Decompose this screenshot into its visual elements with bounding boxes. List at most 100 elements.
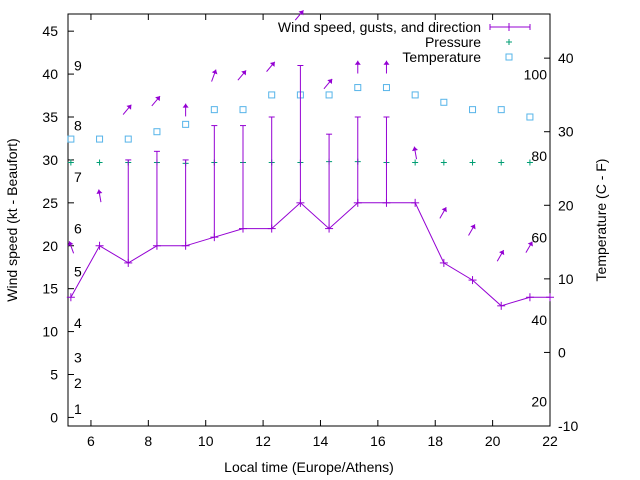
wind-direction-arrow bbox=[96, 189, 103, 203]
fahrenheit-label: 60 bbox=[531, 230, 547, 246]
arrow-head bbox=[155, 96, 161, 102]
wind-direction-arrow bbox=[412, 146, 418, 160]
arrow-head bbox=[211, 69, 218, 75]
y2-axis: -10 0 10 20 30 40 bbox=[544, 50, 578, 434]
arrow-head bbox=[269, 61, 275, 67]
legend-label: Pressure bbox=[425, 34, 481, 50]
y-tick-label: 45 bbox=[42, 23, 58, 39]
x-tick-label: 6 bbox=[87, 433, 95, 449]
plot-frame bbox=[67, 13, 551, 427]
x-tick-label: 20 bbox=[485, 433, 501, 449]
pressure-point bbox=[96, 159, 103, 166]
fahrenheit-label: 20 bbox=[531, 394, 547, 410]
arrow-head bbox=[241, 70, 247, 76]
pressure-point bbox=[440, 159, 447, 166]
wind-direction-arrow bbox=[182, 103, 189, 117]
beaufort-label: 1 bbox=[74, 401, 82, 417]
temperature-point bbox=[382, 84, 390, 92]
x-tick-label: 16 bbox=[370, 433, 386, 449]
arrow-head bbox=[67, 241, 74, 247]
fahrenheit-label: 40 bbox=[531, 312, 547, 328]
beaufort-label: 5 bbox=[74, 264, 82, 280]
legend-label: Wind speed, gusts, and direction bbox=[278, 19, 481, 35]
arrow-head bbox=[182, 103, 189, 108]
y-axis: 0 5 10 15 20 25 30 35 40 45 bbox=[42, 23, 74, 425]
wind-direction-arrow bbox=[354, 60, 361, 74]
temperature-point bbox=[124, 135, 132, 143]
fahrenheit-scale: 20 40 60 80 100 bbox=[524, 66, 548, 409]
pressure-point bbox=[526, 159, 533, 166]
temperature-point bbox=[210, 106, 218, 114]
legend-label: Temperature bbox=[402, 49, 481, 65]
x-tick-label: 12 bbox=[255, 433, 271, 449]
temperature-point bbox=[153, 128, 161, 136]
wind-direction-arrow bbox=[211, 69, 218, 82]
y-axis-label: Wind speed (kt - Beaufort) bbox=[4, 138, 20, 301]
arrow-head bbox=[96, 189, 103, 194]
x-tick-label: 22 bbox=[542, 433, 558, 449]
y2-tick-label: 20 bbox=[558, 197, 574, 213]
y2-tick-label: 40 bbox=[558, 50, 574, 66]
pressure-point bbox=[67, 159, 74, 166]
temperature-point bbox=[354, 84, 362, 92]
wind-direction-arrow bbox=[525, 241, 533, 253]
y2-tick-label: 0 bbox=[558, 344, 566, 360]
arrow-head bbox=[527, 241, 533, 247]
wind-direction-arrow bbox=[151, 95, 161, 107]
beaufort-label: 4 bbox=[74, 315, 82, 331]
y2-tick-label: 10 bbox=[558, 271, 574, 287]
wind-direction-arrow bbox=[237, 70, 247, 81]
arrow-head bbox=[298, 10, 304, 16]
x-tick-label: 18 bbox=[427, 433, 443, 449]
beaufort-scale: 1 2 3 4 5 6 7 8 9 bbox=[74, 58, 82, 417]
plot-marks bbox=[66, 10, 554, 310]
temperature-point bbox=[440, 98, 448, 106]
temperature-point bbox=[325, 91, 333, 99]
fahrenheit-label: 100 bbox=[524, 66, 548, 82]
x-axis: 6 8 10 12 14 16 18 20 22 bbox=[87, 14, 558, 449]
y-tick-label: 20 bbox=[42, 238, 58, 254]
x-tick-label: 10 bbox=[198, 433, 214, 449]
arrow-head bbox=[354, 60, 361, 65]
temperature-point bbox=[497, 106, 505, 114]
y-tick-label: 5 bbox=[50, 367, 58, 383]
temperature-point bbox=[268, 91, 276, 99]
y-tick-label: 25 bbox=[42, 195, 58, 211]
pressure-point bbox=[412, 159, 419, 166]
temperature-point bbox=[526, 113, 534, 121]
y2-axis-label: Temperature (C - F) bbox=[593, 159, 609, 282]
y2-tick-label: 30 bbox=[558, 124, 574, 140]
y-tick-label: 40 bbox=[42, 66, 58, 82]
y-tick-label: 30 bbox=[42, 152, 58, 168]
arrow-head bbox=[470, 224, 476, 230]
wind-direction-arrow bbox=[294, 10, 304, 21]
temperature-point bbox=[182, 120, 190, 128]
pressure-point bbox=[498, 159, 505, 166]
fahrenheit-label: 80 bbox=[531, 148, 547, 164]
wind-direction-arrow bbox=[468, 224, 476, 236]
temperature-point bbox=[67, 135, 75, 143]
beaufort-label: 6 bbox=[74, 221, 82, 237]
wind-direction-arrow bbox=[122, 104, 132, 115]
wind-direction-arrow bbox=[323, 78, 333, 90]
temperature-point bbox=[96, 135, 104, 143]
arrow-head bbox=[412, 146, 418, 152]
x-axis-label: Local time (Europe/Athens) bbox=[224, 459, 394, 475]
arrow-head bbox=[441, 207, 447, 213]
y-tick-label: 0 bbox=[50, 409, 58, 425]
temperature-point bbox=[469, 106, 477, 114]
wind-direction-arrow bbox=[383, 60, 390, 74]
y2-tick-label: -10 bbox=[558, 418, 578, 434]
beaufort-label: 8 bbox=[74, 118, 82, 134]
y-tick-label: 35 bbox=[42, 109, 58, 125]
arrow-head bbox=[126, 104, 132, 110]
y-tick-label: 10 bbox=[42, 324, 58, 340]
wind-direction-arrow bbox=[266, 61, 276, 72]
temperature-point bbox=[411, 91, 419, 99]
x-tick-label: 14 bbox=[313, 433, 329, 449]
beaufort-label: 2 bbox=[74, 375, 82, 391]
wind-speed-line bbox=[70, 202, 550, 307]
pressure-point bbox=[469, 159, 476, 166]
beaufort-label: 7 bbox=[74, 169, 82, 185]
